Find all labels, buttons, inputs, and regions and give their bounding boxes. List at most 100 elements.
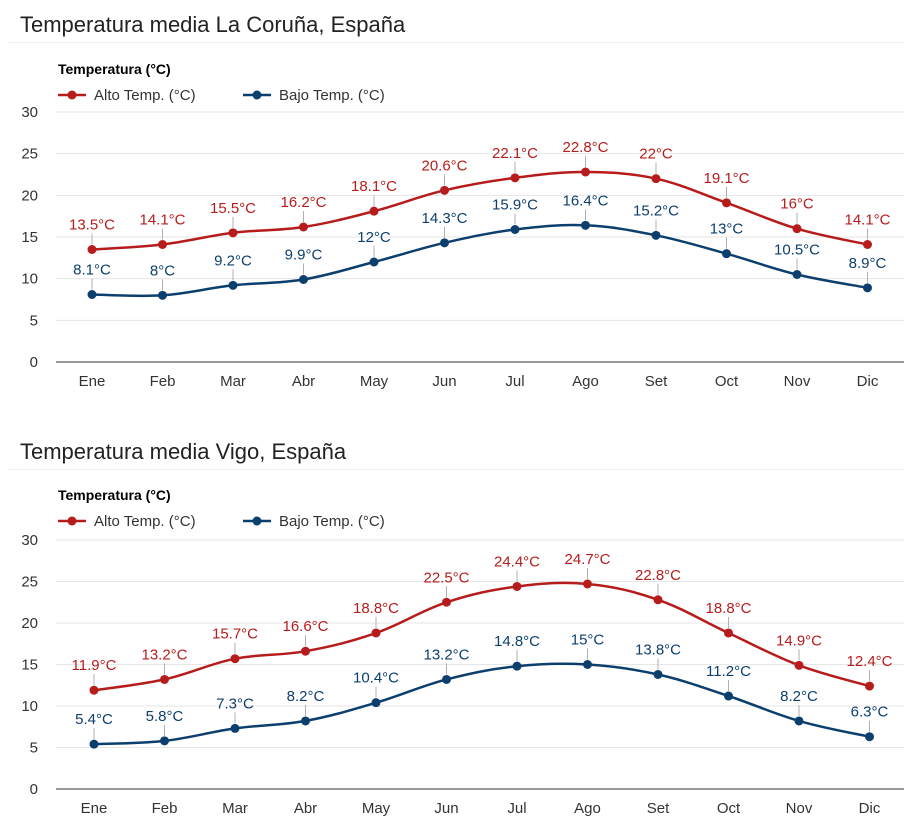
data-label: 16.2°C	[280, 194, 326, 211]
data-point	[87, 245, 97, 254]
y-tick-label: 5	[30, 740, 38, 757]
data-label: 14.8°C	[494, 633, 540, 650]
data-label: 13°C	[710, 221, 744, 238]
x-tick-label: May	[360, 373, 389, 390]
series-alto: 13.5°C 14.1°C 15.5°C 16.2°C 18.1°C 20.6°C 22.1…	[69, 139, 891, 254]
data-point	[369, 257, 379, 267]
x-tick-label: Nov	[784, 373, 811, 390]
data-point	[299, 222, 308, 232]
y-tick-label: 25	[21, 574, 38, 591]
x-tick-label: Jun	[432, 373, 456, 390]
series-line	[91, 223, 868, 298]
data-label: 16.6°C	[282, 618, 328, 635]
x-tick-label: Ene	[79, 373, 106, 390]
data-point	[583, 660, 592, 669]
data-point	[228, 280, 238, 290]
data-label: 10.5°C	[774, 242, 820, 259]
data-label: 8.1°C	[73, 262, 111, 279]
data-label: 18.1°C	[351, 178, 397, 195]
x-tick-label: Ago	[574, 800, 601, 817]
data-label: 20.6°C	[421, 157, 467, 174]
y-tick-label: 20	[21, 187, 38, 204]
data-label: 8.2°C	[287, 688, 325, 705]
gridlines	[56, 111, 904, 321]
data-label: 16°C	[780, 196, 814, 213]
data-point	[371, 628, 381, 638]
x-tick-label: Jun	[434, 800, 458, 817]
data-label: 18.8°C	[353, 600, 399, 617]
data-point	[512, 661, 522, 671]
x-tick-label: Set	[647, 800, 670, 817]
y-tick-label: 30	[21, 104, 38, 121]
title-divider	[8, 469, 904, 470]
series-bajo: 5.4°C 5.8°C 7.3°C 8.2°C 10.4°C 13.2°C 14.8°C 15…	[75, 632, 889, 749]
chart-panel-vigo: Temperatura media Vigo, España 0 5 10 15 20 2…	[0, 427, 912, 830]
data-label: 22.8°C	[562, 139, 608, 156]
data-label: 14.1°C	[844, 212, 890, 229]
data-point	[442, 674, 451, 684]
data-point	[865, 732, 874, 742]
data-label: 5.8°C	[146, 708, 184, 725]
line-chart-vigo: 0 5 10 15 20 25 30 Ene Feb Mar Abr May Jun Jul Ago Set O…	[21, 487, 904, 817]
data-label: 9.9°C	[285, 247, 323, 264]
data-point	[299, 275, 308, 284]
data-label: 19.1°C	[703, 170, 749, 187]
data-point	[722, 198, 731, 208]
x-tick-label: Abr	[292, 373, 315, 390]
chart-panel-coruna: Temperatura media La Coruña, España 0 5 10…	[8, 12, 904, 390]
x-tick-label: May	[362, 800, 391, 817]
chart-title: Temperatura media La Coruña, España	[20, 12, 406, 37]
data-point	[863, 283, 872, 293]
data-label: 14.3°C	[421, 210, 467, 227]
data-point	[87, 290, 97, 299]
data-label: 15.7°C	[212, 626, 258, 643]
data-point	[581, 167, 590, 177]
data-label: 18.8°C	[705, 600, 751, 617]
x-tick-label: Abr	[294, 800, 317, 817]
data-point	[89, 739, 99, 749]
x-tick-label: Jul	[507, 800, 526, 817]
x-tick-label: Nov	[786, 800, 813, 817]
data-label: 24.4°C	[494, 553, 540, 570]
data-label: 24.7°C	[564, 551, 610, 568]
legend-marker	[67, 90, 77, 100]
data-point	[158, 290, 167, 300]
legend-item: Alto Temp. (°C)	[58, 513, 196, 530]
x-tick-label: Jul	[505, 373, 524, 390]
data-label: 7.3°C	[216, 695, 254, 712]
data-point	[440, 238, 449, 248]
series-line	[93, 581, 870, 692]
data-label: 13.8°C	[635, 641, 681, 658]
x-tick-label: Feb	[150, 373, 176, 390]
data-point	[301, 646, 310, 656]
legend-marker	[67, 516, 77, 526]
data-point	[301, 716, 310, 726]
series-line	[91, 170, 868, 251]
series-bajo: 8.1°C 8°C 9.2°C 9.9°C 12°C 14.3°C 15.9°C 16.4°C…	[73, 192, 887, 300]
data-point	[792, 270, 802, 279]
y-tick-label: 15	[21, 657, 38, 674]
data-point	[369, 206, 379, 216]
legend-label: Alto Temp. (°C)	[94, 513, 196, 530]
data-label: 8.9°C	[849, 255, 887, 272]
data-label: 6.3°C	[851, 704, 889, 721]
data-point	[160, 736, 169, 746]
data-label: 11.9°C	[72, 657, 117, 674]
data-point	[653, 595, 663, 605]
chart-title: Temperatura media Vigo, España	[20, 439, 347, 464]
legend-marker	[252, 516, 262, 526]
data-point	[583, 579, 592, 589]
data-label: 22.1°C	[492, 145, 538, 162]
data-point	[581, 220, 590, 230]
data-label: 15.9°C	[492, 197, 538, 214]
data-point	[228, 228, 238, 238]
x-tick-label: Dic	[857, 373, 879, 390]
data-label: 22.8°C	[635, 567, 681, 584]
data-point	[863, 240, 872, 249]
x-tick-label: Mar	[220, 373, 246, 390]
y-tick-label: 0	[30, 354, 38, 371]
data-point	[653, 669, 663, 679]
data-point	[230, 654, 240, 664]
data-point	[160, 674, 169, 684]
data-point	[722, 249, 731, 259]
